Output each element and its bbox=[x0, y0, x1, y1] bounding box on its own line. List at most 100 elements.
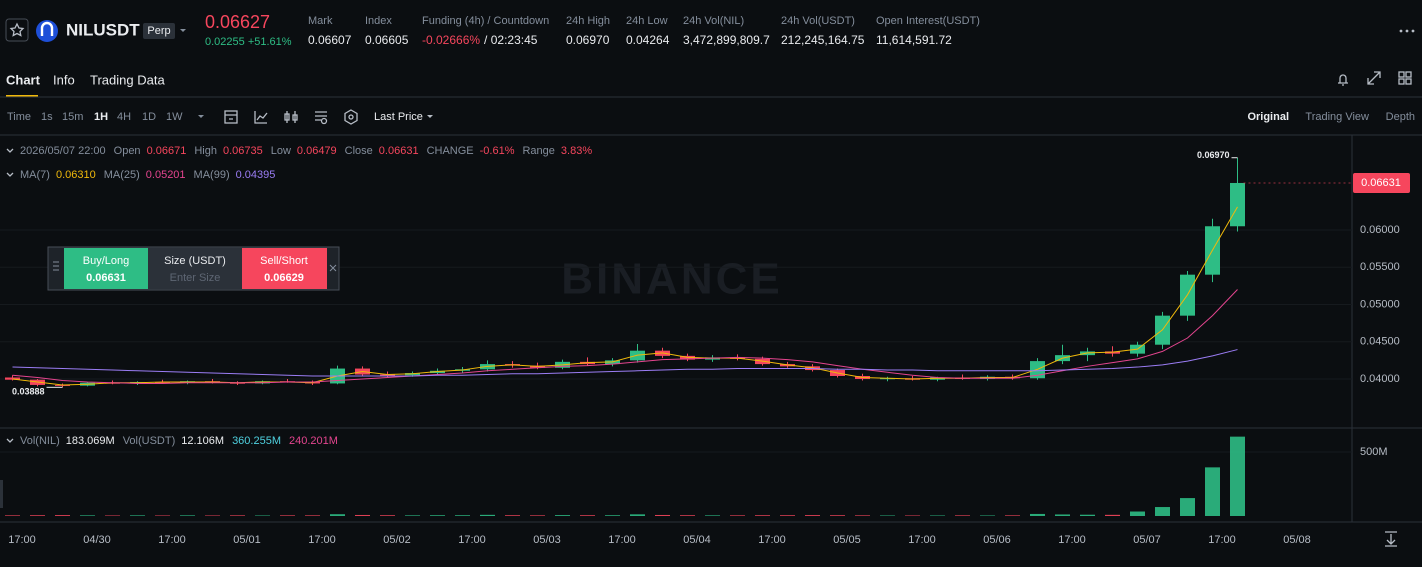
price-type-dropdown[interactable] bbox=[427, 115, 433, 118]
favorite-button[interactable] bbox=[5, 18, 29, 42]
drag-handle[interactable] bbox=[53, 261, 59, 271]
volume-bar bbox=[255, 515, 270, 516]
sell-price: 0.06629 bbox=[264, 272, 304, 284]
toolbar-icons[interactable] bbox=[224, 109, 358, 125]
tab[interactable]: Info bbox=[53, 72, 75, 87]
volume-label: Vol(USDT) bbox=[123, 435, 176, 447]
size-input[interactable] bbox=[148, 248, 242, 289]
size-placeholder: Enter Size bbox=[170, 272, 221, 284]
price-type[interactable]: Last Price bbox=[374, 111, 423, 123]
ohlc-value: 0.06631 bbox=[379, 145, 419, 157]
x-tick-label: 05/03 bbox=[533, 534, 561, 546]
change-abs: 0.02255 bbox=[205, 36, 245, 48]
volume-bar bbox=[80, 515, 95, 516]
contract-badge bbox=[143, 23, 175, 39]
volume-bar bbox=[305, 515, 320, 516]
y-tick-label: 0.06000 bbox=[1360, 224, 1400, 236]
tab[interactable]: Chart bbox=[6, 72, 41, 87]
ma-value: 0.05201 bbox=[146, 169, 186, 181]
volume-bar bbox=[755, 515, 770, 516]
volume-bar bbox=[730, 515, 745, 516]
x-tick-label: 17:00 bbox=[758, 534, 786, 546]
sell-button[interactable] bbox=[242, 248, 327, 289]
chart: 0.04000 0.04500 0.05000 0.05500 0.06000 17:00… bbox=[0, 150, 1410, 546]
view-option[interactable]: Depth bbox=[1386, 111, 1415, 123]
ma-legend: MA(7) 0.06310 MA(25) 0.05201 MA(99) 0.04395 bbox=[20, 169, 275, 181]
volume-bar bbox=[855, 515, 870, 516]
x-tick-label: 17:00 bbox=[308, 534, 336, 546]
ohlc-value: 3.83% bbox=[561, 145, 592, 157]
volume-bar bbox=[1230, 436, 1245, 516]
volume-bar bbox=[330, 514, 345, 516]
view-option[interactable]: Original bbox=[1247, 111, 1289, 123]
volume-bar bbox=[30, 515, 45, 516]
volume-bar bbox=[1030, 513, 1045, 516]
volume-bar bbox=[830, 515, 845, 516]
last-price: 0.06627 bbox=[205, 12, 270, 32]
interval-dropdown[interactable] bbox=[198, 115, 204, 118]
scroll-to-end[interactable] bbox=[1385, 531, 1397, 547]
interval[interactable]: 15m bbox=[62, 111, 83, 123]
intervals: Time 1s 15m 1H 4H 1D 1W bbox=[7, 111, 183, 123]
volume-bar bbox=[705, 515, 720, 516]
volume-bar bbox=[655, 514, 670, 516]
x-tick-label: 05/04 bbox=[683, 534, 711, 546]
volume-bar bbox=[155, 515, 170, 516]
price-change: 0.02255 +51.61% bbox=[205, 36, 292, 48]
stats: Mark 0.06607 Index 0.06605 Funding (4h) / Co… bbox=[308, 15, 980, 47]
ma-value: 0.06310 bbox=[56, 169, 96, 181]
interval[interactable]: 1s bbox=[41, 111, 53, 123]
y-tick-label: 0.04500 bbox=[1360, 336, 1400, 348]
x-tick-label: 17:00 bbox=[458, 534, 486, 546]
stat-value: 0.06970 bbox=[566, 33, 610, 47]
volume-bar bbox=[805, 515, 820, 516]
tab-indicator bbox=[6, 95, 38, 97]
volume-bar bbox=[680, 515, 695, 516]
volume-bar bbox=[930, 515, 945, 516]
more-menu[interactable] bbox=[1399, 29, 1415, 33]
interval[interactable]: 4H bbox=[117, 111, 131, 123]
interval[interactable]: 1D bbox=[142, 111, 156, 123]
ohlc-label: High bbox=[194, 145, 217, 157]
volume-bar bbox=[1180, 498, 1195, 516]
close-panel[interactable] bbox=[329, 264, 337, 272]
volume-bar bbox=[555, 515, 570, 516]
moving-average bbox=[12, 349, 1238, 377]
last-price-label: 0.06631 bbox=[1361, 177, 1401, 189]
change-pct: +51.61% bbox=[248, 36, 292, 48]
ohlc-label: CHANGE bbox=[427, 145, 474, 157]
interval[interactable]: 1H bbox=[94, 111, 108, 123]
buy-label: Buy/Long bbox=[83, 255, 129, 267]
coin-logo-mark bbox=[40, 21, 54, 36]
x-tick-label: 05/08 bbox=[1283, 534, 1311, 546]
volume-value: 12.106M bbox=[181, 435, 224, 447]
legend-toggle[interactable] bbox=[6, 438, 14, 443]
view-option[interactable]: Trading View bbox=[1305, 111, 1369, 123]
volume-bar bbox=[580, 515, 595, 516]
interval[interactable]: 1W bbox=[166, 111, 183, 123]
volume-bar bbox=[55, 515, 70, 516]
chart-tools[interactable] bbox=[1338, 71, 1412, 86]
ohlc-label: Range bbox=[522, 145, 554, 157]
candle-date: 2026/05/07 22:00 bbox=[20, 145, 106, 157]
ohlc-label: Open bbox=[114, 145, 141, 157]
tab[interactable]: Trading Data bbox=[90, 72, 165, 87]
legend-toggle[interactable] bbox=[6, 172, 14, 177]
stat-value: 0.06605 bbox=[365, 33, 409, 47]
volume-bar bbox=[380, 515, 395, 516]
legend-toggle[interactable] bbox=[6, 148, 14, 153]
contract-type: Perp bbox=[147, 25, 170, 37]
volume-bar bbox=[1055, 514, 1070, 516]
low-marker-label: 0.03888 bbox=[12, 387, 45, 397]
stat-label: 24h Low bbox=[626, 15, 668, 27]
sell-label: Sell/Short bbox=[260, 255, 308, 267]
buy-button[interactable] bbox=[64, 248, 148, 289]
side-handle[interactable] bbox=[0, 480, 3, 508]
symbol-dropdown[interactable] bbox=[180, 29, 186, 32]
stat-value: -0.02666% / 02:23:45 bbox=[422, 33, 538, 47]
symbol[interactable]: NILUSDT bbox=[66, 20, 140, 39]
watermark: BINANCE bbox=[561, 255, 782, 304]
stat-value: 11,614,591.72 bbox=[876, 33, 952, 47]
stat-label: 24h Vol(USDT) bbox=[781, 15, 855, 27]
x-tick-label: 04/30 bbox=[83, 534, 111, 546]
